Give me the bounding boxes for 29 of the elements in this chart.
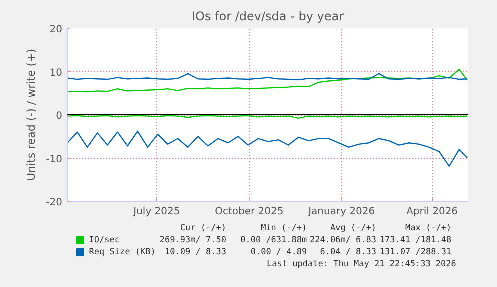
y-tick-label: 20 bbox=[50, 24, 63, 36]
text: 6.04 / 8.33 bbox=[320, 248, 377, 258]
text: 131.07 /288.31 bbox=[380, 248, 452, 258]
line-series bbox=[68, 68, 468, 93]
legend-label: Req Size (KB) bbox=[89, 248, 156, 258]
y-axis-title: Units read (-) / write (+) bbox=[25, 48, 38, 182]
text: Last update: Thu May 21 22:45:33 2026 bbox=[267, 260, 456, 270]
line-series bbox=[68, 130, 468, 168]
x-tick-label: April 2026 bbox=[406, 206, 458, 218]
text: 269.93m/ 7.50 bbox=[160, 236, 226, 246]
text: 224.06m/ 6.83 bbox=[310, 236, 377, 246]
text: Cur (-/+) bbox=[180, 224, 226, 234]
text: 0.00 /631.88m bbox=[240, 236, 308, 246]
x-tick-label: January 2026 bbox=[308, 206, 376, 218]
x-tick-label: July 2025 bbox=[132, 206, 180, 218]
y-tick-label: -20 bbox=[46, 198, 63, 208]
chart-title: IOs for /dev/sda - by year bbox=[192, 10, 344, 24]
y-tick-label: -10 bbox=[46, 154, 63, 166]
text: 10.09 / 8.33 bbox=[165, 248, 226, 258]
text: 0.00 / 4.89 bbox=[250, 248, 308, 258]
y-tick-label: 0 bbox=[56, 111, 63, 122]
x-tick-label: October 2025 bbox=[215, 206, 284, 218]
legend-label: IO/sec bbox=[89, 236, 120, 246]
text: Avg (-/+) bbox=[330, 224, 377, 234]
text: Min (-/+) bbox=[261, 224, 308, 234]
text: Max (-/+) bbox=[406, 224, 452, 234]
line-series bbox=[68, 73, 468, 81]
y-tick-label: 10 bbox=[50, 68, 63, 79]
text: 173.41 /181.48 bbox=[380, 236, 452, 246]
